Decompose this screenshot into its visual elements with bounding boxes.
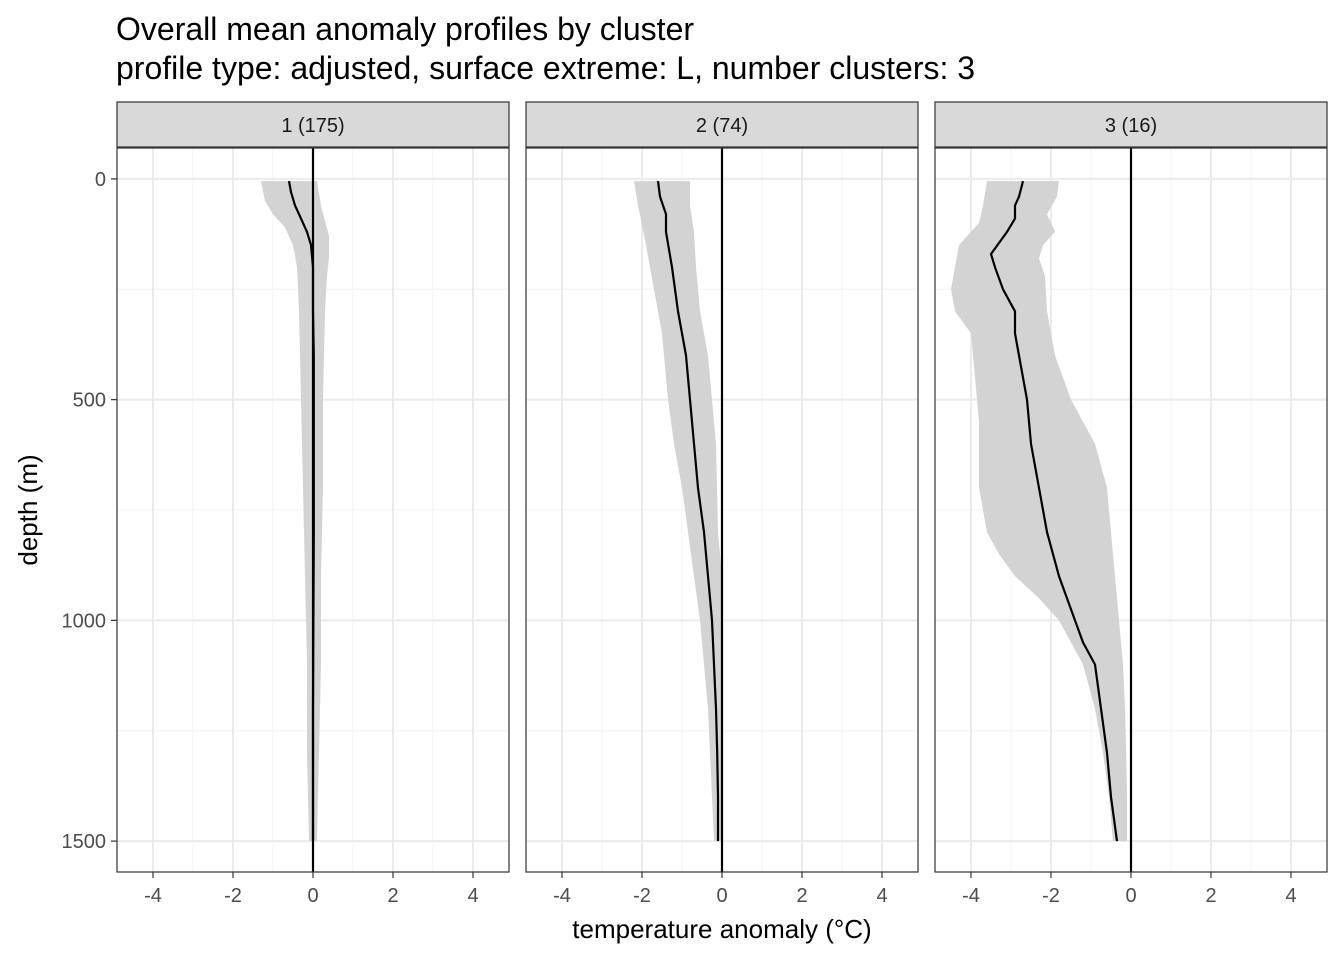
- facet-panel-3: 3 (16) -4 -2 0 2 4: [934, 101, 1328, 907]
- y-axis: 0 500 1000 1500: [62, 169, 117, 853]
- x-tick-label: -4: [962, 885, 980, 907]
- x-axis-title: temperature anomaly (°C): [572, 914, 871, 944]
- y-tick-label: 0: [95, 169, 106, 191]
- x-tick-label: 4: [1285, 885, 1296, 907]
- mean-profile-line: [287, 180, 315, 842]
- uncertainty-band: [951, 181, 1127, 842]
- mean-profile-line: [989, 180, 1119, 842]
- x-tick-label: 2: [387, 885, 398, 907]
- x-tick-label: 4: [876, 885, 887, 907]
- facet-panel-2: 2 (74) -4 -2 0 2 4: [525, 101, 919, 907]
- x-tick-label: -2: [1042, 885, 1060, 907]
- x-tick-label: 0: [716, 885, 727, 907]
- x-tick-label: 0: [307, 885, 318, 907]
- facet-strip: [116, 101, 510, 148]
- facet-strip: [525, 101, 919, 148]
- x-tick-label: 2: [796, 885, 807, 907]
- uncertainty-band: [634, 181, 722, 842]
- x-tick-label: -2: [633, 885, 651, 907]
- x-tick-label: 0: [1125, 885, 1136, 907]
- panels-group: 1 (175) -4 -2 0 2 4 2 (74) -4 -2 0 2 4 3 (16) -4 -2 0 2 4: [116, 101, 1328, 907]
- y-tick-label: 500: [73, 390, 106, 412]
- facet-panel-1: 1 (175) -4 -2 0 2 4: [116, 101, 510, 907]
- x-tick-label: 4: [467, 885, 478, 907]
- x-tick-label: 2: [1205, 885, 1216, 907]
- facet-strip: [934, 101, 1328, 148]
- facet-strip-label: 3 (16): [1105, 115, 1157, 137]
- x-tick-label: -4: [553, 885, 571, 907]
- mean-profile-line: [656, 180, 720, 842]
- x-tick-label: -2: [224, 885, 242, 907]
- y-axis-title: depth (m): [13, 454, 43, 565]
- x-tick-label: -4: [144, 885, 162, 907]
- y-tick-label: 1000: [62, 610, 107, 632]
- chart-subtitle: profile type: adjusted, surface extreme:…: [116, 50, 975, 86]
- y-tick-label: 1500: [62, 831, 107, 853]
- chart-title: Overall mean anomaly profiles by cluster: [116, 11, 694, 47]
- facet-strip-label: 1 (175): [281, 115, 344, 137]
- facet-strip-label: 2 (74): [696, 115, 748, 137]
